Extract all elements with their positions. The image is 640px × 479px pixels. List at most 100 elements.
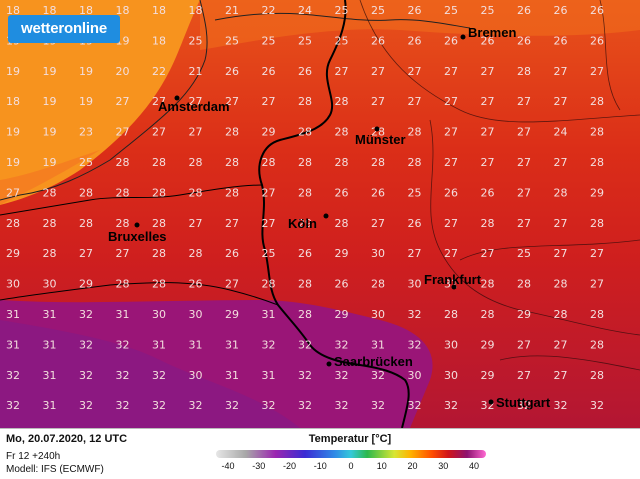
- grid-value: 31: [43, 308, 57, 321]
- grid-value: 32: [298, 338, 312, 351]
- city-label: Bremen: [468, 25, 516, 40]
- grid-value: 26: [408, 217, 422, 230]
- grid-value: 27: [262, 95, 276, 108]
- grid-value: 28: [335, 217, 349, 230]
- grid-value: 28: [371, 126, 385, 139]
- grid-value: 19: [79, 65, 93, 78]
- grid-value: 19: [43, 156, 57, 169]
- grid-value: 28: [335, 126, 349, 139]
- city-marker: [134, 222, 140, 228]
- grid-value: 32: [517, 399, 531, 412]
- legend-tick: -30: [252, 461, 266, 471]
- grid-value: 28: [481, 217, 495, 230]
- grid-value: 26: [481, 186, 495, 199]
- grid-value: 32: [79, 308, 93, 321]
- grid-value: 26: [481, 34, 495, 47]
- grid-value: 27: [590, 247, 604, 260]
- grid-value: 27: [225, 278, 239, 291]
- border-be-nl: [0, 184, 263, 216]
- grid-value: 19: [6, 126, 20, 139]
- legend-title: Temperatur [°C]: [308, 433, 392, 445]
- grid-value: 32: [408, 308, 422, 321]
- grid-value: 30: [43, 278, 57, 291]
- grid-value: 31: [6, 338, 20, 351]
- legend-tick: -40: [221, 461, 235, 471]
- grid-value: 24: [298, 4, 312, 17]
- grid-value: 27: [371, 65, 385, 78]
- grid-value: 26: [225, 247, 239, 260]
- legend-tick: 10: [376, 461, 387, 471]
- grid-value: 30: [6, 278, 20, 291]
- grid-value: 28: [481, 308, 495, 321]
- legend-ticks: -40 -30 -20 -10 0 10 20 30 40: [216, 461, 486, 473]
- grid-value: 32: [152, 399, 166, 412]
- legend-tick: 20: [407, 461, 418, 471]
- cool-sea-area: [0, 0, 200, 205]
- grid-value: 32: [298, 399, 312, 412]
- grid-value: 29: [335, 247, 349, 260]
- grid-value: 28: [481, 278, 495, 291]
- grid-value: 30: [189, 308, 203, 321]
- grid-value: 25: [517, 247, 531, 260]
- grid-value: 27: [152, 126, 166, 139]
- grid-value: 32: [408, 338, 422, 351]
- grid-value: 28: [590, 308, 604, 321]
- grid-value: 26: [517, 34, 531, 47]
- grid-value: 28: [444, 308, 458, 321]
- grid-value: 29: [79, 278, 93, 291]
- grid-value: 23: [79, 126, 93, 139]
- border-de: [258, 0, 410, 428]
- grid-value: 27: [116, 95, 130, 108]
- grid-value: 28: [152, 217, 166, 230]
- grid-value: 28: [408, 156, 422, 169]
- city-label: Bruxelles: [108, 229, 167, 244]
- grid-value: 30: [371, 247, 385, 260]
- grid-value: 27: [152, 95, 166, 108]
- grid-value: 28: [189, 156, 203, 169]
- grid-value: 27: [481, 65, 495, 78]
- grid-value: 28: [225, 156, 239, 169]
- grid-value: 28: [262, 156, 276, 169]
- grid-value: 31: [225, 369, 239, 382]
- grid-value: 28: [116, 186, 130, 199]
- grid-value: 26: [590, 4, 604, 17]
- city-marker: [488, 399, 494, 405]
- grid-value: 28: [189, 186, 203, 199]
- grid-value: 29: [298, 217, 312, 230]
- city-marker: [460, 34, 466, 40]
- grid-value: 19: [43, 65, 57, 78]
- grid-value: 21: [225, 4, 239, 17]
- grid-value: 29: [262, 126, 276, 139]
- grid-value: 32: [116, 369, 130, 382]
- grid-value: 26: [335, 186, 349, 199]
- grid-value: 31: [116, 308, 130, 321]
- grid-value: 32: [371, 369, 385, 382]
- grid-value: 28: [79, 186, 93, 199]
- grid-value: 27: [590, 65, 604, 78]
- grid-value: 28: [225, 126, 239, 139]
- grid-value: 25: [189, 34, 203, 47]
- grid-value: 28: [43, 217, 57, 230]
- grid-value: 26: [444, 34, 458, 47]
- grid-value: 27: [517, 369, 531, 382]
- grid-value: 28: [590, 126, 604, 139]
- grid-value: 25: [225, 34, 239, 47]
- grid-value: 30: [152, 308, 166, 321]
- grid-value: 28: [116, 217, 130, 230]
- wetteronline-logo[interactable]: wetteronline: [8, 15, 120, 43]
- city-marker: [326, 361, 332, 367]
- grid-value: 31: [43, 338, 57, 351]
- grid-value: 31: [262, 369, 276, 382]
- grid-value: 27: [444, 247, 458, 260]
- grid-value: 28: [152, 247, 166, 260]
- grid-value: 32: [335, 369, 349, 382]
- grid-value: 28: [152, 156, 166, 169]
- grid-value: 31: [152, 338, 166, 351]
- grid-value: 28: [152, 186, 166, 199]
- grid-value: 26: [408, 34, 422, 47]
- grid-value: 18: [43, 4, 57, 17]
- grid-value: 27: [79, 247, 93, 260]
- grid-value: 28: [371, 278, 385, 291]
- grid-value: 31: [262, 308, 276, 321]
- grid-value: 21: [189, 65, 203, 78]
